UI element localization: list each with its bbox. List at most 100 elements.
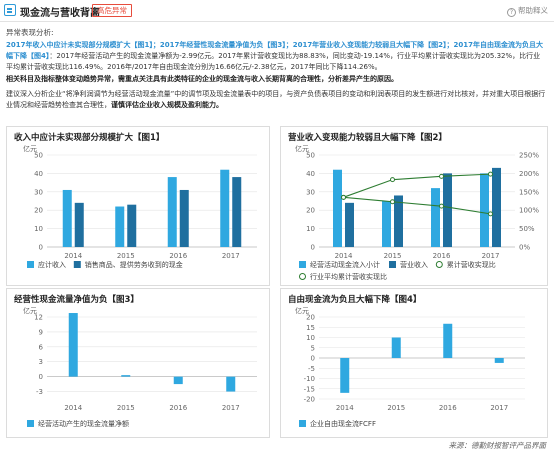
x-tick-label: 2016 <box>439 404 457 412</box>
chart-4-title: 自由现金流为负且大幅下降【图4】 <box>288 295 422 305</box>
y-tick-label: -15 <box>304 385 315 393</box>
x-tick-label: 2015 <box>384 252 402 260</box>
bar-1 <box>68 313 78 377</box>
line-point <box>390 199 395 205</box>
y-tick-label: 20 <box>306 314 315 322</box>
bar-2 <box>74 202 84 247</box>
y-tick-label: 9 <box>39 328 43 336</box>
y-axis-unit-label: 亿元 <box>23 144 37 153</box>
suggestion-text: 建议深入分析企业“将净利润调节为经营活动现金流量”中的调节项及现金流量表中的项目… <box>6 89 546 111</box>
x-tick-label: 2015 <box>387 404 405 412</box>
bar-1 <box>431 188 440 247</box>
line-point <box>341 194 346 200</box>
bar-1 <box>382 201 391 247</box>
bar-2 <box>492 167 501 247</box>
risk-level-badge: 高危异常 <box>92 4 132 17</box>
y-axis-unit-label: 亿元 <box>23 306 37 315</box>
chart-panel-1: 收入中应计未实现部分规模扩大【图1】 亿元 0 10 20 30 40 50 2014 2015… <box>6 126 270 286</box>
x-tick-label: 2014 <box>64 252 82 260</box>
y-tick-label: 50 <box>306 152 315 160</box>
bar-1 <box>333 169 342 247</box>
x-tick-label: 2016 <box>169 404 187 412</box>
chart-4-svg: 亿元 -20 -15 -10 -5 0 5 10 15 20 2014 2015 2016 2017 企业自… <box>295 306 525 428</box>
bar-1 <box>173 376 183 385</box>
x-tick-label: 2017 <box>222 252 240 260</box>
y-tick-label: -5 <box>308 365 315 373</box>
bar-1 <box>167 177 177 247</box>
x-tick-label: 2016 <box>433 252 451 260</box>
y-tick-label: 50 <box>34 152 43 160</box>
x-tick-label: 2014 <box>64 404 82 412</box>
legend-label: 企业自由现金流FCFF <box>310 419 376 428</box>
y-axis-unit-label: 亿元 <box>295 144 309 153</box>
y-tick-label: 40 <box>34 170 43 178</box>
analysis-body: 2017年收入中应计未实现部分规模扩大【图1】；2017年经营性现金流量净值为负… <box>6 40 546 73</box>
bar-2 <box>394 195 403 247</box>
bar-1 <box>220 169 230 247</box>
chart-panel-3: 经营性现金流量净值为负【图3】 亿元 -3 0 3 6 9 12 2014 2015 2016 20… <box>6 288 270 438</box>
legend-swatch <box>389 261 396 268</box>
line-point <box>439 173 444 179</box>
legend-swatch <box>27 420 34 427</box>
chart-2-title: 营业收入变现能力较弱且大幅下降【图2】 <box>288 133 447 143</box>
line-series-2 <box>343 196 491 215</box>
legend-label: 经营活动现金流入小计 <box>310 260 380 269</box>
legend-swatch <box>73 261 81 268</box>
legend-swatch <box>299 420 306 427</box>
y-tick-label: 10 <box>306 225 315 233</box>
y-tick-label: -3 <box>36 388 43 396</box>
y-tick-label: 30 <box>34 188 43 196</box>
legend-label: 行业平均累计营收实现比 <box>310 272 387 281</box>
module-title: 现金流与营收背离 <box>20 8 100 19</box>
suggestion-emphasis: 谨慎评估企业收入规模及盈利能力。 <box>111 101 223 109</box>
y-tick-label: 5 <box>311 344 315 352</box>
suggestion-body: 建议深入分析企业“将净利润调节为经营活动现金流量”中的调节项及现金流量表中的项目… <box>6 90 546 109</box>
x-tick-label: 2014 <box>335 252 353 260</box>
document-icon <box>4 4 16 16</box>
legend-swatch <box>27 261 34 268</box>
bar-1 <box>226 376 236 392</box>
y2-tick-label: 50% <box>519 225 535 233</box>
bar-2 <box>232 177 242 247</box>
analysis-summary: 相关科目及指标整体变动趋势异常，需重点关注具有此类特征的企业的现金流与收入长期背… <box>6 75 398 83</box>
chart-panel-4: 自由现金流为负且大幅下降【图4】 亿元 -20 -15 -10 -5 0 5 10 15 20 20… <box>280 288 548 438</box>
chart-panel-2: 营业收入变现能力较弱且大幅下降【图2】 亿元 0 10 20 30 40 50 2014 201… <box>280 126 548 286</box>
y2-tick-label: 100% <box>519 207 539 215</box>
line-point <box>488 171 493 177</box>
y2-tick-label: 200% <box>519 170 539 178</box>
source-footer: 来源：德勤财报智评产品界面 <box>448 441 547 450</box>
module-header: 现金流与营收背离 高危异常 ? 帮助释义 <box>0 0 554 22</box>
analysis-detail: ：2017年经营活动产生的现金流量净额为-2.99亿元。2017年累计营收变现比… <box>6 52 541 71</box>
x-tick-label: 2015 <box>117 252 135 260</box>
bar-1 <box>115 206 125 247</box>
analysis-heading: 2017年收入中应计未实现部分规模扩大【图1】；2017年经营性现金流量净值为负… <box>6 41 544 60</box>
chart-3-title: 经营性现金流量净值为负【图3】 <box>14 295 139 305</box>
x-tick-label: 2015 <box>117 404 135 412</box>
bar-1 <box>494 358 504 363</box>
bar-2 <box>443 173 452 247</box>
y-tick-label: 40 <box>306 170 315 178</box>
y-tick-label: 20 <box>34 207 43 215</box>
line-point <box>488 211 493 217</box>
help-link[interactable]: ? 帮助释义 <box>507 5 548 17</box>
line-point <box>439 203 444 209</box>
y2-tick-label: 0% <box>519 244 530 252</box>
y-tick-label: 3 <box>39 358 43 366</box>
y-tick-label: 15 <box>306 324 315 332</box>
legend-swatch <box>299 273 306 280</box>
y-tick-label: -20 <box>304 396 315 404</box>
bar-1 <box>121 375 131 377</box>
y-tick-label: 30 <box>306 188 315 196</box>
bar-1 <box>391 337 401 358</box>
y-tick-label: 0 <box>39 244 43 252</box>
chart-1-svg: 亿元 0 10 20 30 40 50 2014 2015 2016 2017 应计收入 销售商品、提供… <box>23 144 257 269</box>
bar-2 <box>127 204 137 247</box>
bar-1 <box>62 189 72 247</box>
bar-1 <box>340 358 350 393</box>
x-tick-label: 2017 <box>482 252 500 260</box>
y-tick-label: 10 <box>306 334 315 342</box>
y-tick-label: -10 <box>304 375 315 383</box>
y-tick-label: 10 <box>34 225 43 233</box>
y-tick-label: 20 <box>306 207 315 215</box>
analysis-title: 异常表现分析: <box>6 28 54 37</box>
